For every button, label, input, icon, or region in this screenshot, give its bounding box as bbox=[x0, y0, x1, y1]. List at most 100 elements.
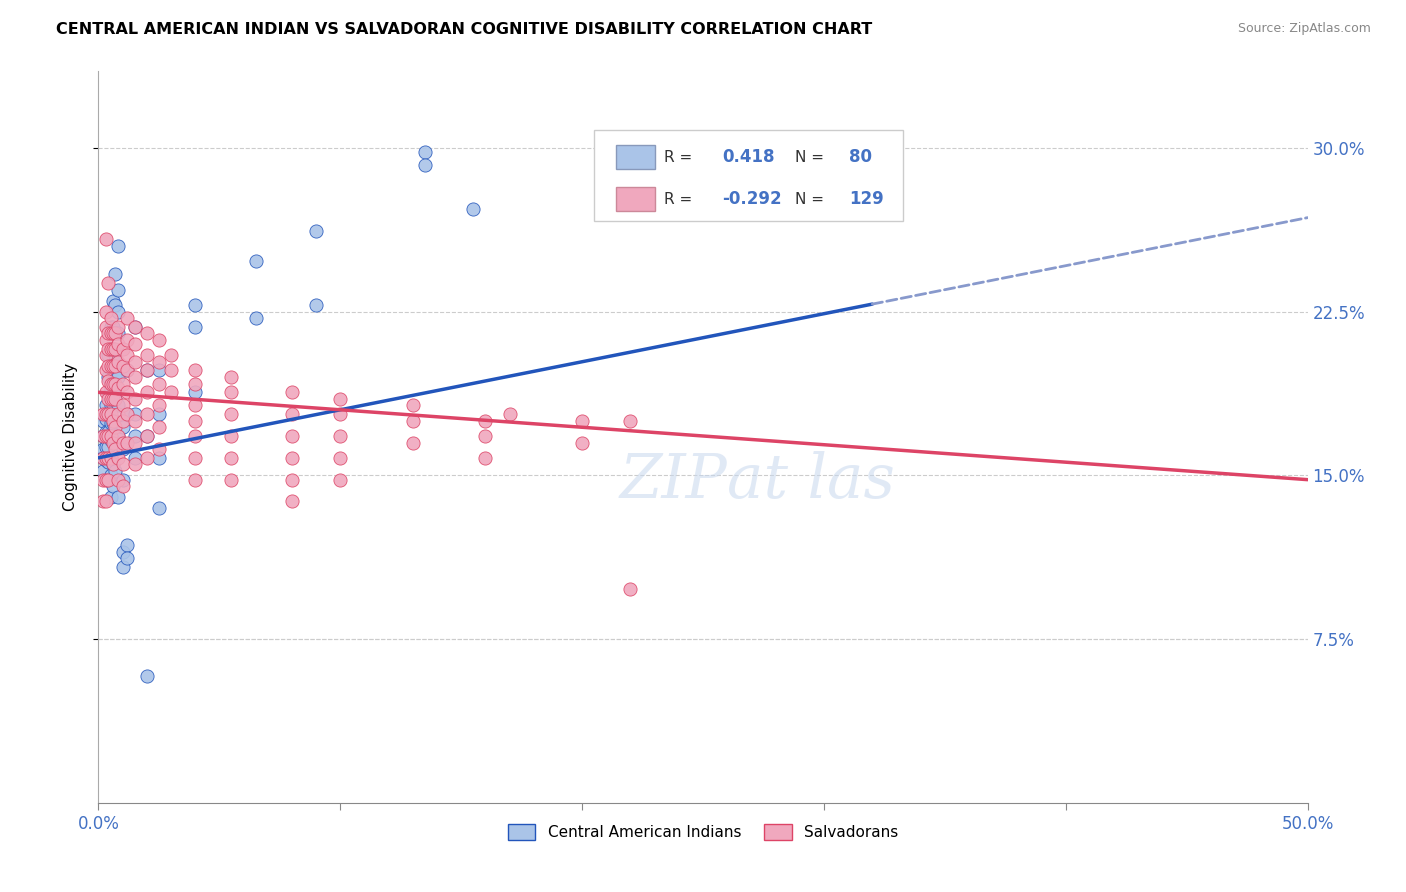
Point bbox=[107, 355, 129, 369]
Point bbox=[184, 319, 207, 334]
Point bbox=[104, 414, 127, 428]
Point bbox=[104, 392, 127, 406]
Point bbox=[94, 348, 117, 362]
Point bbox=[413, 158, 436, 172]
Point bbox=[97, 455, 120, 469]
Point bbox=[135, 407, 157, 421]
Y-axis label: Cognitive Disability: Cognitive Disability bbox=[63, 363, 77, 511]
Point bbox=[91, 442, 114, 456]
Point bbox=[100, 450, 122, 465]
Point bbox=[148, 399, 170, 413]
Point bbox=[94, 304, 117, 318]
Point bbox=[329, 450, 352, 465]
Point bbox=[104, 464, 127, 478]
Text: N =: N = bbox=[794, 150, 824, 165]
Point bbox=[117, 385, 139, 400]
Point bbox=[184, 414, 207, 428]
Point bbox=[107, 326, 129, 341]
Point bbox=[101, 392, 124, 406]
Point bbox=[100, 381, 122, 395]
Point bbox=[101, 399, 124, 413]
Point bbox=[305, 224, 328, 238]
Point bbox=[148, 442, 170, 456]
Point bbox=[94, 385, 117, 400]
Point bbox=[111, 359, 134, 373]
Point bbox=[221, 473, 243, 487]
Point bbox=[124, 355, 146, 369]
Point bbox=[104, 326, 127, 341]
Point bbox=[100, 434, 122, 448]
Point bbox=[97, 450, 120, 465]
Point bbox=[135, 429, 157, 443]
Point bbox=[101, 363, 124, 377]
Point bbox=[107, 429, 129, 443]
Point bbox=[245, 254, 267, 268]
Point bbox=[91, 450, 114, 465]
Text: 0.418: 0.418 bbox=[723, 148, 775, 166]
Point bbox=[101, 435, 124, 450]
Point bbox=[101, 342, 124, 356]
FancyBboxPatch shape bbox=[616, 187, 655, 211]
Point bbox=[94, 494, 117, 508]
Point bbox=[111, 399, 134, 413]
Point bbox=[111, 442, 134, 456]
Point bbox=[101, 293, 124, 308]
Point bbox=[104, 298, 127, 312]
Point bbox=[111, 560, 134, 574]
Text: Source: ZipAtlas.com: Source: ZipAtlas.com bbox=[1237, 22, 1371, 36]
Point bbox=[474, 414, 496, 428]
Point bbox=[117, 407, 139, 421]
Text: N =: N = bbox=[794, 192, 824, 207]
Point bbox=[281, 407, 304, 421]
Point bbox=[97, 348, 120, 362]
Point bbox=[111, 420, 134, 434]
Point bbox=[571, 435, 593, 450]
Point bbox=[107, 370, 129, 384]
Text: CENTRAL AMERICAN INDIAN VS SALVADORAN COGNITIVE DISABILITY CORRELATION CHART: CENTRAL AMERICAN INDIAN VS SALVADORAN CO… bbox=[56, 22, 873, 37]
Point bbox=[135, 363, 157, 377]
Point bbox=[111, 473, 134, 487]
Point bbox=[107, 381, 129, 395]
Point bbox=[124, 407, 146, 421]
Point bbox=[91, 494, 114, 508]
Point bbox=[135, 363, 157, 377]
Point bbox=[91, 407, 114, 421]
Point bbox=[117, 363, 139, 377]
Point bbox=[124, 319, 146, 334]
Point bbox=[107, 319, 129, 334]
Point bbox=[94, 319, 117, 334]
Point bbox=[124, 450, 146, 465]
Point bbox=[107, 450, 129, 465]
Point bbox=[100, 342, 122, 356]
Point bbox=[148, 363, 170, 377]
FancyBboxPatch shape bbox=[595, 130, 903, 221]
Point bbox=[100, 363, 122, 377]
Point bbox=[124, 458, 146, 472]
Text: -0.292: -0.292 bbox=[723, 190, 782, 208]
Point bbox=[91, 450, 114, 465]
Point bbox=[97, 473, 120, 487]
Point bbox=[104, 326, 127, 341]
Point bbox=[111, 479, 134, 493]
Point bbox=[413, 145, 436, 160]
Text: at las: at las bbox=[727, 451, 896, 511]
Point bbox=[101, 359, 124, 373]
Point bbox=[100, 359, 122, 373]
Point bbox=[111, 545, 134, 559]
Point bbox=[97, 425, 120, 439]
Text: R =: R = bbox=[664, 192, 693, 207]
Point bbox=[107, 473, 129, 487]
Point bbox=[111, 342, 134, 356]
Point bbox=[124, 337, 146, 351]
Point bbox=[101, 414, 124, 428]
Point bbox=[100, 376, 122, 391]
Point bbox=[104, 435, 127, 450]
Point bbox=[184, 363, 207, 377]
Point bbox=[117, 311, 139, 326]
Point bbox=[91, 414, 114, 428]
Point bbox=[104, 359, 127, 373]
Point bbox=[100, 342, 122, 356]
Point bbox=[281, 450, 304, 465]
Point bbox=[94, 399, 117, 413]
Point bbox=[100, 416, 122, 430]
